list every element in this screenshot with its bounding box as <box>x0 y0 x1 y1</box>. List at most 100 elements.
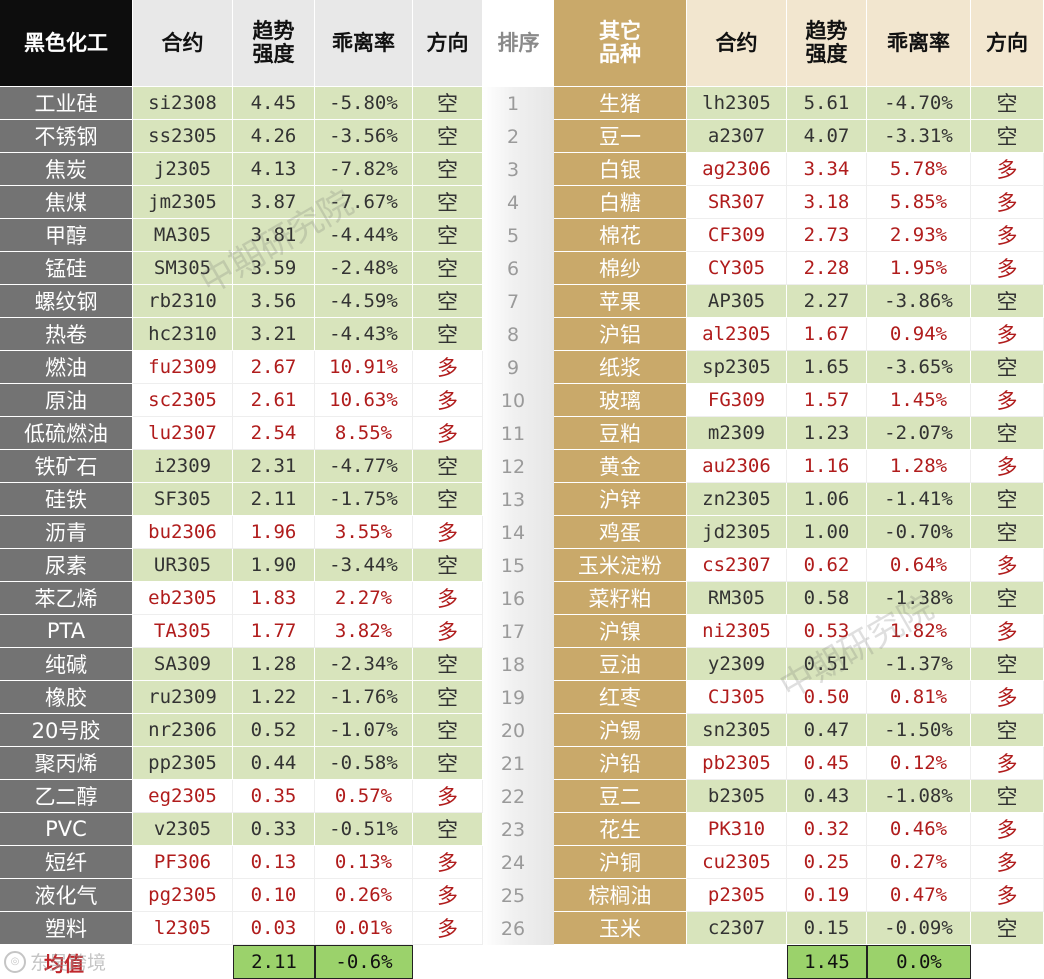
right-direction: 多 <box>971 186 1044 219</box>
left-strength: 1.96 <box>233 516 315 549</box>
right-variety-name: 棉花 <box>554 219 687 252</box>
left-strength: 0.13 <box>233 846 315 879</box>
right-strength: 0.53 <box>787 615 867 648</box>
left-contract: l2305 <box>133 912 233 945</box>
rank-number: 18 <box>500 653 526 676</box>
right-strength: 1.65 <box>787 351 867 384</box>
right-direction: 空 <box>971 285 1044 318</box>
right-contract: FG309 <box>687 384 787 417</box>
left-deviation: 0.13% <box>315 846 413 879</box>
right-strength: 3.18 <box>787 186 867 219</box>
right-direction: 多 <box>971 153 1044 186</box>
right-direction: 多 <box>971 615 1044 648</box>
left-contract: hc2310 <box>133 318 233 351</box>
right-contract: CY305 <box>687 252 787 285</box>
left-variety-name: 纯碱 <box>0 648 133 681</box>
left-deviation: 8.55% <box>315 417 413 450</box>
right-contract: m2309 <box>687 417 787 450</box>
header-right-strength: 趋势强度 <box>787 0 867 87</box>
right-contract: sp2305 <box>687 351 787 384</box>
left-variety-name: 乙二醇 <box>0 780 133 813</box>
left-deviation: 0.57% <box>315 780 413 813</box>
left-variety-name: 焦煤 <box>0 186 133 219</box>
left-contract: lu2307 <box>133 417 233 450</box>
rank-number: 8 <box>506 323 520 346</box>
footer-average-label: 均值 <box>44 951 84 976</box>
left-strength: 4.13 <box>233 153 315 186</box>
rank-number: 6 <box>506 257 520 280</box>
left-contract: TA305 <box>133 615 233 648</box>
left-deviation: -2.48% <box>315 252 413 285</box>
left-direction: 多 <box>413 384 483 417</box>
header-right-deviation: 乖离率 <box>867 0 971 87</box>
footer-left-avg-deviation: -0.6% <box>315 945 413 979</box>
left-strength: 3.56 <box>233 285 315 318</box>
right-variety-name: 豆二 <box>554 780 687 813</box>
left-deviation: -3.44% <box>315 549 413 582</box>
left-direction: 空 <box>413 186 483 219</box>
right-contract: PK310 <box>687 813 787 846</box>
left-direction: 空 <box>413 87 483 120</box>
header-left-direction: 方向 <box>413 0 483 87</box>
right-variety-name: 玉米淀粉 <box>554 549 687 582</box>
right-deviation: 0.46% <box>867 813 971 846</box>
left-deviation: -4.77% <box>315 450 413 483</box>
right-variety-name: 沪锡 <box>554 714 687 747</box>
right-variety-name: 沪铜 <box>554 846 687 879</box>
left-contract: jm2305 <box>133 186 233 219</box>
right-strength: 4.07 <box>787 120 867 153</box>
right-direction: 空 <box>971 483 1044 516</box>
right-strength: 3.34 <box>787 153 867 186</box>
header-left-strength: 趋势强度 <box>233 0 315 87</box>
right-contract: cs2307 <box>687 549 787 582</box>
left-contract: i2309 <box>133 450 233 483</box>
left-strength: 3.81 <box>233 219 315 252</box>
right-direction: 空 <box>971 87 1044 120</box>
right-contract: jd2305 <box>687 516 787 549</box>
footer-right-avg-strength: 1.45 <box>787 945 867 979</box>
header-right-category: 其它品种 <box>554 0 687 87</box>
right-deviation: 0.27% <box>867 846 971 879</box>
right-contract: pb2305 <box>687 747 787 780</box>
left-deviation: -4.59% <box>315 285 413 318</box>
left-strength: 4.45 <box>233 87 315 120</box>
right-direction: 空 <box>971 648 1044 681</box>
left-variety-name: 苯乙烯 <box>0 582 133 615</box>
left-variety-name: 低硫燃油 <box>0 417 133 450</box>
left-direction: 多 <box>413 351 483 384</box>
right-direction: 空 <box>971 780 1044 813</box>
left-contract: SF305 <box>133 483 233 516</box>
right-variety-name: 白银 <box>554 153 687 186</box>
right-deviation: -0.09% <box>867 912 971 945</box>
rank-number: 7 <box>506 290 520 313</box>
rank-number: 26 <box>500 917 526 940</box>
right-deviation: -1.37% <box>867 648 971 681</box>
left-contract: fu2309 <box>133 351 233 384</box>
left-direction: 空 <box>413 252 483 285</box>
right-strength: 2.28 <box>787 252 867 285</box>
right-contract: sn2305 <box>687 714 787 747</box>
left-deviation: -7.67% <box>315 186 413 219</box>
right-deviation: 1.95% <box>867 252 971 285</box>
rank-number: 10 <box>500 389 526 412</box>
left-contract: si2308 <box>133 87 233 120</box>
right-variety-name: 沪铅 <box>554 747 687 780</box>
left-strength: 2.67 <box>233 351 315 384</box>
right-contract: a2307 <box>687 120 787 153</box>
right-direction: 空 <box>971 516 1044 549</box>
left-direction: 多 <box>413 780 483 813</box>
rank-number: 9 <box>506 356 520 379</box>
left-contract: v2305 <box>133 813 233 846</box>
right-variety-name: 棕榈油 <box>554 879 687 912</box>
left-direction: 空 <box>413 219 483 252</box>
right-contract: CJ305 <box>687 681 787 714</box>
left-contract: pg2305 <box>133 879 233 912</box>
left-variety-name: PTA <box>0 615 133 648</box>
left-variety-name: 铁矿石 <box>0 450 133 483</box>
rank-column-shade <box>483 87 554 945</box>
left-variety-name: 焦炭 <box>0 153 133 186</box>
left-variety-name: 工业硅 <box>0 87 133 120</box>
left-deviation: 0.26% <box>315 879 413 912</box>
left-contract: pp2305 <box>133 747 233 780</box>
